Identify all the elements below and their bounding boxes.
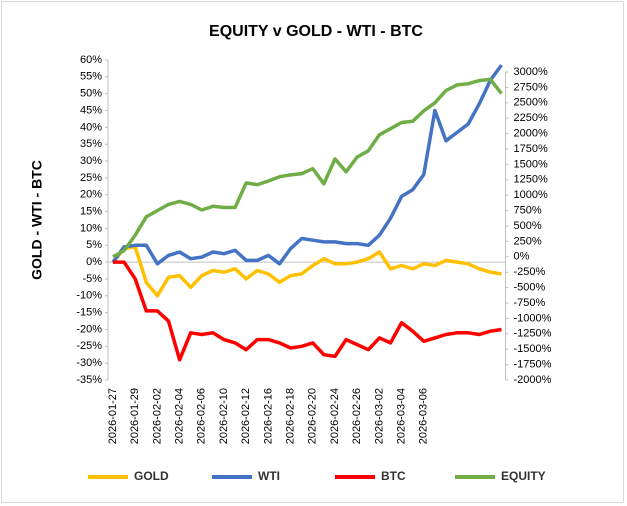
legend-label: EQUITY xyxy=(501,469,546,483)
x-tick-label: 2026-01-29 xyxy=(129,388,141,444)
y-tick-label: 60% xyxy=(80,54,102,66)
y2-tick-label: 2000% xyxy=(514,128,548,140)
y-tick-label: -15% xyxy=(76,307,102,319)
x-tick-label: 2026-02-16 xyxy=(262,388,274,444)
legend-label: GOLD xyxy=(134,469,169,483)
chart-title: EQUITY v GOLD - WTI - BTC xyxy=(209,23,423,40)
y2-tick-label: -500% xyxy=(514,282,546,294)
y2-tick-label: 1500% xyxy=(514,158,548,170)
series-line xyxy=(111,245,502,298)
x-tick-label: 2026-02-20 xyxy=(307,388,319,444)
y-tick-label: 25% xyxy=(80,172,102,184)
y-tick-label: -5% xyxy=(82,273,102,285)
x-tick-label: 2026-02-12 xyxy=(240,388,252,444)
y-tick-label: 50% xyxy=(80,88,102,100)
x-tick-label: 2026-02-10 xyxy=(218,388,230,444)
legend-label: BTC xyxy=(381,469,406,483)
x-tick-label: 2026-02-02 xyxy=(151,388,163,444)
y-tick-label: -10% xyxy=(76,290,102,302)
y-tick-label: 40% xyxy=(80,121,102,133)
x-tick-label: 2026-03-04 xyxy=(396,388,408,444)
y2-tick-label: -250% xyxy=(514,266,546,278)
y-tick-label: 30% xyxy=(80,155,102,167)
y-tick-label: 10% xyxy=(80,222,102,234)
y-tick-label: 5% xyxy=(86,239,102,251)
y2-tick-label: 3000% xyxy=(514,66,548,78)
y2-tick-label: -750% xyxy=(514,297,546,309)
y-tick-label: 0% xyxy=(86,256,102,268)
y2-tick-label: 2500% xyxy=(514,97,548,109)
y-tick-label: -30% xyxy=(76,357,102,369)
x-tick-label: 2026-01-27 xyxy=(107,388,119,444)
series-line xyxy=(112,77,503,259)
y2-tick-label: 2750% xyxy=(514,81,548,93)
legend-label: WTI xyxy=(258,469,280,483)
y-tick-label: 35% xyxy=(80,138,102,150)
y-tick-label: -20% xyxy=(76,323,102,335)
y2-tick-label: -1500% xyxy=(514,343,552,355)
y2-tick-label: -2000% xyxy=(514,374,552,386)
x-tick-label: 2026-03-02 xyxy=(373,388,385,444)
x-tick-label: 2026-02-24 xyxy=(329,388,341,444)
y2-tick-label: -1750% xyxy=(514,359,552,371)
y-tick-label: 55% xyxy=(80,71,102,83)
y2-tick-label: -1250% xyxy=(514,328,552,340)
y2-tick-label: 0% xyxy=(514,251,530,263)
y2-tick-label: -1000% xyxy=(514,312,552,324)
y2-tick-label: 500% xyxy=(514,220,542,232)
y-tick-label: 20% xyxy=(80,189,102,201)
y-axis-title: GOLD - WTI - BTC xyxy=(29,160,45,280)
y-tick-label: 15% xyxy=(80,205,102,217)
x-tick-label: 2026-02-18 xyxy=(285,388,297,444)
y2-tick-label: 750% xyxy=(514,205,542,217)
series-line xyxy=(111,64,503,266)
y-tick-label: -25% xyxy=(76,340,102,352)
x-tick-label: 2026-02-04 xyxy=(174,388,186,444)
y-tick-label: 45% xyxy=(80,104,102,116)
y2-tick-label: 2250% xyxy=(514,112,548,124)
x-tick-label: 2026-02-26 xyxy=(351,388,363,444)
y-tick-label: -35% xyxy=(76,374,102,386)
x-tick-label: 2026-03-06 xyxy=(418,388,430,444)
x-tick-label: 2026-02-06 xyxy=(196,388,208,444)
y2-tick-label: 1000% xyxy=(514,189,548,201)
y2-tick-label: 250% xyxy=(514,235,542,247)
y2-tick-label: 1250% xyxy=(514,174,548,186)
y2-tick-label: 1750% xyxy=(514,143,548,155)
series-line xyxy=(113,260,502,362)
